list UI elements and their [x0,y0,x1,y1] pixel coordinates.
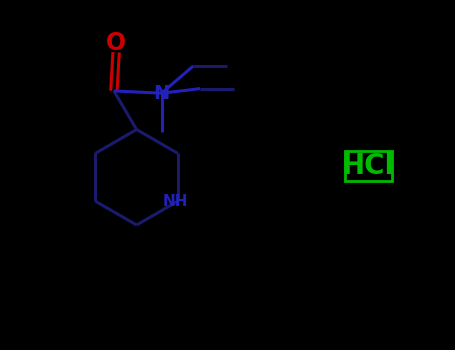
Text: HCl: HCl [342,152,395,180]
Text: O: O [106,31,126,55]
Text: N: N [153,84,170,103]
Text: NH: NH [163,194,188,209]
